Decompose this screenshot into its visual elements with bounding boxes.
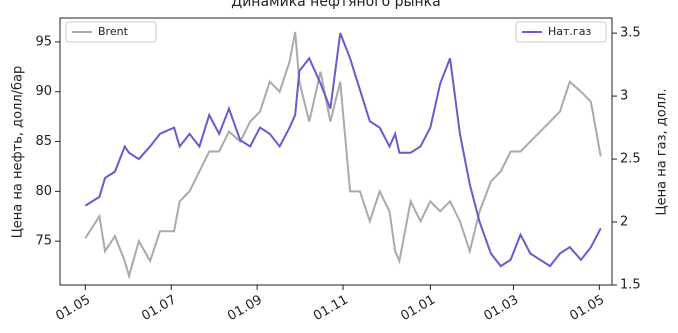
x-tick-label: 01.11: [311, 293, 351, 325]
y-tick-label: 80: [35, 184, 52, 199]
y2-tick-label: 2.5: [620, 152, 641, 167]
x-tick-label: 01.01: [398, 293, 438, 325]
series-line: [84, 32, 602, 268]
y-tick-label: 90: [35, 84, 52, 99]
chart-title: Динамика нефтяного рынка: [231, 0, 440, 10]
y2-tick-label: 2: [620, 215, 628, 230]
legend-box: [515, 21, 607, 43]
y2-axis-label: Цена на газ, долл.: [655, 89, 670, 216]
x-tick-label: 01.03: [481, 293, 521, 325]
legend-label: Нат.газ: [548, 25, 591, 38]
y2-tick-label: 1.5: [620, 278, 641, 293]
y-tick-label: 95: [35, 34, 52, 49]
y-tick-label: 75: [35, 234, 52, 249]
series-line: [84, 31, 602, 280]
legend-label: Brent: [98, 25, 129, 38]
x-tick-label: 01.05: [567, 293, 607, 325]
y-tick-label: 85: [35, 134, 52, 149]
legend-box: [65, 21, 157, 43]
plot-frame: [59, 17, 613, 286]
x-tick-label: 01.09: [225, 293, 265, 325]
x-tick-label: 01.05: [53, 293, 93, 325]
y2-tick-label: 3: [620, 89, 628, 104]
y2-tick-label: 3.5: [620, 26, 641, 41]
y-axis-label: Цена на нефть, долл/бар: [11, 66, 26, 239]
x-tick-label: 01.07: [139, 293, 179, 325]
